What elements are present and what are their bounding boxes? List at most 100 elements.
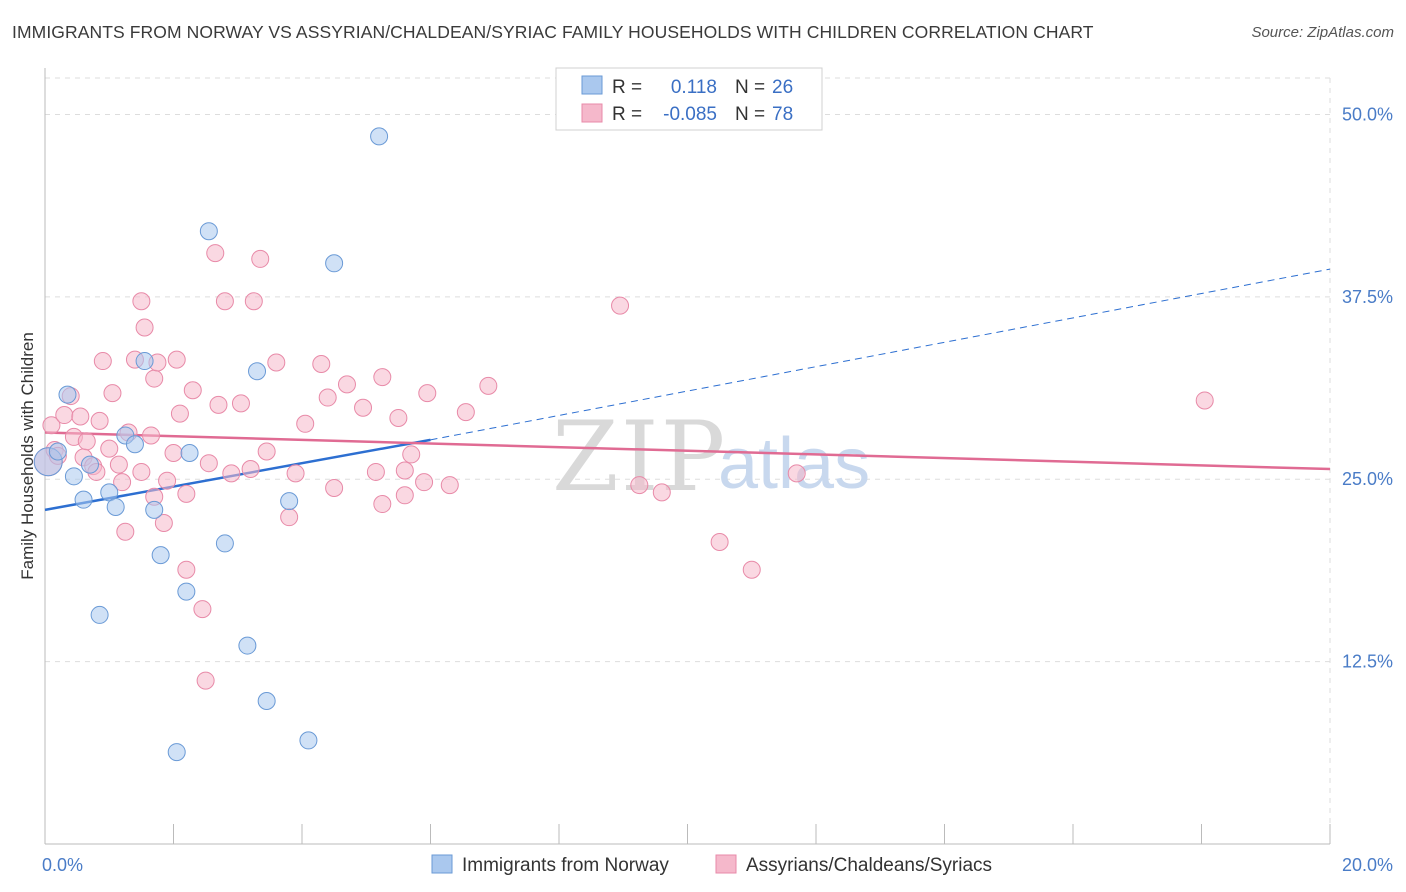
point-assyrian-41	[215, 292, 234, 311]
point-norway-2	[58, 385, 77, 404]
point-assyrian-49	[280, 508, 299, 527]
point-norway-6	[90, 605, 109, 624]
point-assyrian-46	[251, 249, 270, 268]
y-tick-label-0: 12.5%	[1342, 652, 1393, 672]
point-norway-11	[135, 352, 154, 371]
y-axis-title: Family Households with Children	[18, 332, 37, 580]
series-legend-label-assyrian: Assyrians/Chaldeans/Syriacs	[746, 855, 992, 876]
point-norway-19	[238, 636, 257, 655]
series-legend-swatch-norway	[431, 854, 453, 874]
point-assyrian-42	[222, 464, 241, 483]
point-assyrian-16	[109, 455, 128, 474]
point-assyrian-47	[257, 442, 276, 461]
point-assyrian-63	[402, 445, 421, 464]
point-assyrian-35	[183, 381, 202, 400]
point-assyrian-7	[71, 407, 90, 426]
point-assyrian-69	[611, 296, 630, 315]
point-norway-10	[125, 435, 144, 454]
point-assyrian-23	[135, 318, 154, 337]
point-assyrian-70	[630, 476, 649, 495]
series-legend: Immigrants from Norway Assyrians/Chaldea…	[431, 854, 992, 876]
point-norway-18	[215, 534, 234, 553]
point-assyrian-53	[318, 388, 337, 407]
x-tick-label-0: 0.0%	[42, 855, 83, 875]
correlation-legend: R = 0.118 N = 26 R = -0.085 N = 78	[555, 67, 823, 131]
point-assyrian-44	[241, 460, 260, 479]
point-assyrian-36	[193, 600, 212, 619]
point-assyrian-59	[373, 368, 392, 387]
point-assyrian-17	[113, 473, 132, 492]
point-assyrian-30	[164, 443, 183, 462]
trend-line-assyrian	[44, 431, 1331, 471]
point-norway-25	[370, 127, 389, 146]
point-assyrian-34	[177, 560, 196, 579]
legend-n-label-norway: N =	[735, 77, 765, 98]
point-assyrian-67	[456, 403, 475, 422]
point-norway-14	[167, 743, 186, 762]
point-assyrian-13	[93, 352, 112, 371]
point-norway-4	[74, 490, 93, 509]
point-assyrian-60	[389, 408, 408, 427]
legend-swatch-norway	[581, 75, 603, 95]
series-legend-label-norway: Immigrants from Norway	[462, 855, 669, 876]
point-norway-12	[145, 500, 164, 519]
watermark-zip: ZIP	[552, 401, 727, 513]
point-norway-17	[199, 222, 218, 241]
point-assyrian-58	[373, 495, 392, 514]
point-assyrian-62	[395, 486, 414, 505]
point-norway-13	[151, 546, 170, 565]
point-assyrian-65	[418, 384, 437, 403]
legend-r-label-norway: R =	[612, 77, 642, 98]
point-assyrian-50	[286, 464, 305, 483]
point-norway-23	[299, 731, 318, 750]
point-assyrian-21	[132, 462, 151, 481]
point-assyrian-31	[167, 350, 186, 369]
point-norway-24	[325, 254, 344, 273]
point-assyrian-39	[206, 244, 225, 263]
y-tick-label-2: 37.5%	[1342, 287, 1393, 307]
point-assyrian-45	[244, 292, 263, 311]
point-assyrian-56	[354, 398, 373, 417]
series-legend-swatch-assyrian	[715, 854, 737, 874]
point-assyrian-51	[296, 414, 315, 433]
y-tick-label-1: 25.0%	[1342, 469, 1393, 489]
point-assyrian-28	[154, 514, 173, 533]
legend-r-value-norway: 0.118	[671, 77, 717, 98]
point-assyrian-48	[267, 353, 286, 372]
point-norway-22	[280, 492, 299, 511]
source-credit: Source: ZipAtlas.com	[1251, 24, 1394, 41]
point-norway-20	[248, 362, 267, 381]
point-assyrian-75	[1195, 391, 1214, 410]
trend-line-extension-norway	[430, 268, 1331, 441]
point-assyrian-32	[170, 404, 189, 423]
point-assyrian-74	[787, 464, 806, 483]
x-tick-label-1: 20.0%	[1342, 855, 1393, 875]
point-assyrian-68	[479, 376, 498, 395]
point-assyrian-43	[231, 394, 250, 413]
point-norway-5	[80, 455, 99, 474]
point-assyrian-54	[325, 478, 344, 497]
point-norway-21	[257, 692, 276, 711]
point-assyrian-38	[199, 454, 218, 473]
point-norway-15	[177, 582, 196, 601]
chart-title: IMMIGRANTS FROM NORWAY VS ASSYRIAN/CHALD…	[12, 22, 1094, 42]
point-norway-3	[64, 467, 83, 486]
point-assyrian-72	[710, 532, 729, 551]
point-norway-1	[48, 442, 67, 461]
y-tick-label-3: 50.0%	[1342, 104, 1393, 124]
point-assyrian-57	[366, 462, 385, 481]
legend-r-label-assyrian: R =	[612, 104, 642, 125]
point-assyrian-26	[145, 369, 164, 388]
point-assyrian-22	[132, 292, 151, 311]
point-assyrian-1	[42, 416, 61, 435]
point-assyrian-73	[742, 560, 761, 579]
point-assyrian-61	[395, 461, 414, 480]
points-layer	[33, 127, 1214, 762]
point-assyrian-66	[440, 476, 459, 495]
point-assyrian-64	[415, 473, 434, 492]
point-assyrian-4	[55, 406, 74, 425]
point-assyrian-33	[177, 484, 196, 503]
point-assyrian-12	[90, 411, 109, 430]
point-assyrian-9	[77, 432, 96, 451]
point-assyrian-40	[209, 395, 228, 414]
